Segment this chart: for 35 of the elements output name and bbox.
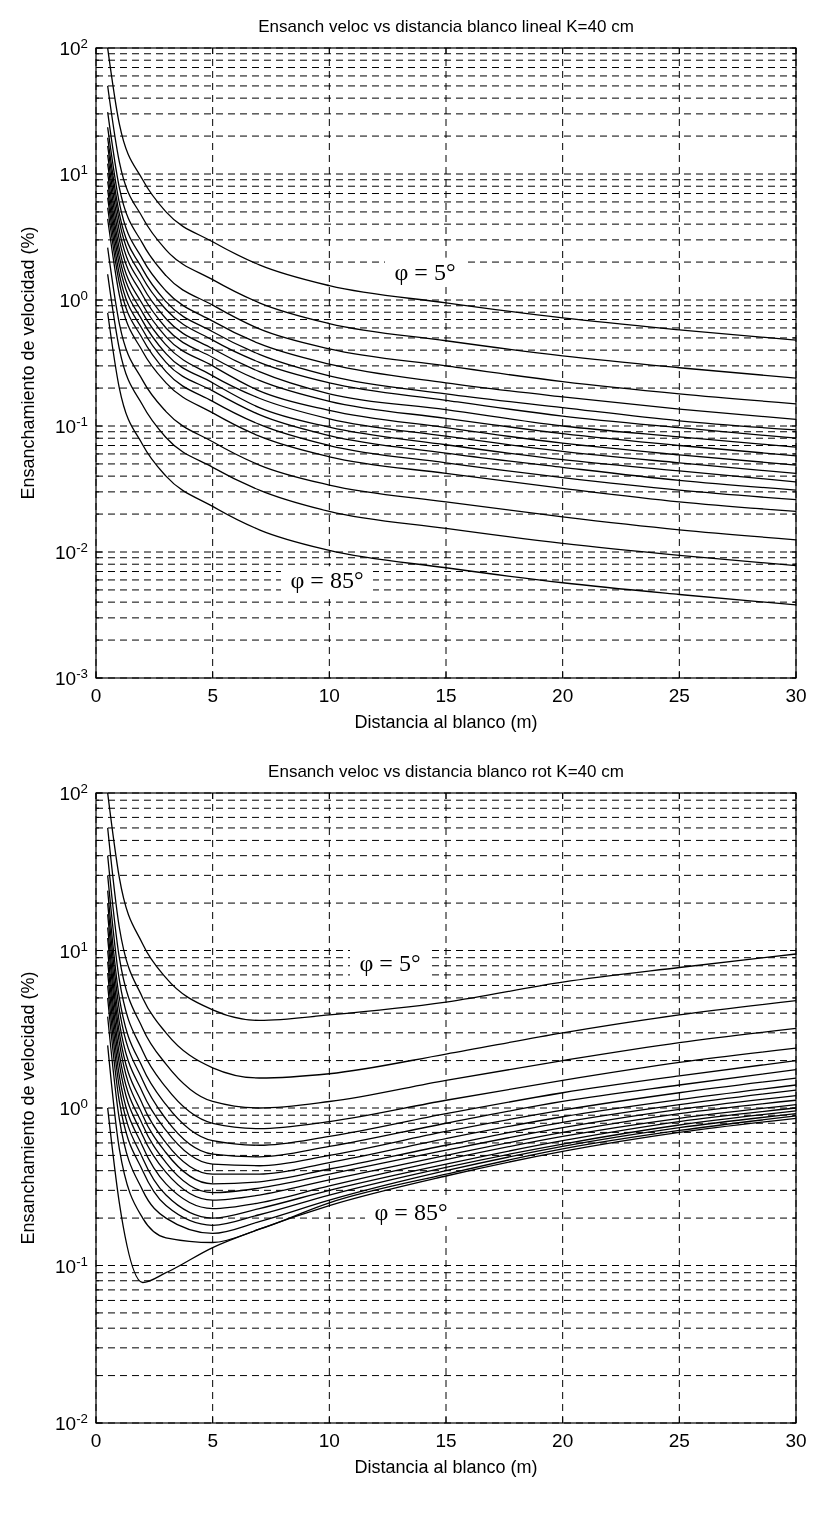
y-axis-title: Ensanchamiento de velocidad (%) (18, 226, 38, 500)
x-tick-label: 5 (207, 685, 218, 706)
chart-title: Ensanch veloc vs distancia blanco rot K=40 cm (268, 762, 624, 781)
y-tick-label: 10$^{2}$ (59, 35, 88, 59)
x-tick-label: 25 (668, 1430, 690, 1451)
annotation: φ = 85° (290, 567, 364, 594)
x-tick-label: 20 (552, 685, 574, 706)
y-tick-label: 10$^{-1}$ (55, 413, 88, 437)
y-tick-label: 10$^{1}$ (59, 161, 88, 185)
y-tick-label: 10$^{0}$ (59, 287, 88, 311)
y-tick-label: 10$^{-1}$ (55, 1253, 88, 1277)
x-tick-label: 25 (668, 685, 690, 706)
x-axis-title: Distancia al blanco (m) (354, 712, 538, 732)
y-tick-label: 10$^{-3}$ (55, 665, 88, 689)
x-tick-label: 20 (552, 1430, 574, 1451)
x-axis-title: Distancia al blanco (m) (354, 1457, 538, 1477)
x-tick-label: 30 (785, 685, 807, 706)
chart-title: Ensanch veloc vs distancia blanco lineal K=40 cm (258, 17, 634, 36)
x-tick-label: 5 (207, 1430, 218, 1451)
x-tick-label: 10 (318, 1430, 340, 1451)
x-tick-label: 30 (785, 1430, 807, 1451)
x-tick-label: 0 (90, 1430, 102, 1451)
annotation: φ = 5° (394, 258, 456, 285)
annotation: φ = 85° (374, 1198, 448, 1225)
x-tick-label: 10 (318, 685, 340, 706)
x-tick-label: 15 (435, 1430, 457, 1451)
annotation: φ = 5° (359, 950, 421, 977)
y-tick-label: 10$^{2}$ (59, 780, 88, 804)
y-tick-label: 10$^{0}$ (59, 1095, 88, 1119)
x-tick-label: 0 (90, 685, 102, 706)
y-axis-title: Ensanchamiento de velocidad (%) (18, 971, 38, 1245)
x-tick-label: 15 (435, 685, 457, 706)
y-tick-label: 10$^{-2}$ (55, 539, 88, 563)
y-tick-label: 10$^{-2}$ (55, 1410, 88, 1434)
y-tick-label: 10$^{1}$ (59, 938, 88, 962)
